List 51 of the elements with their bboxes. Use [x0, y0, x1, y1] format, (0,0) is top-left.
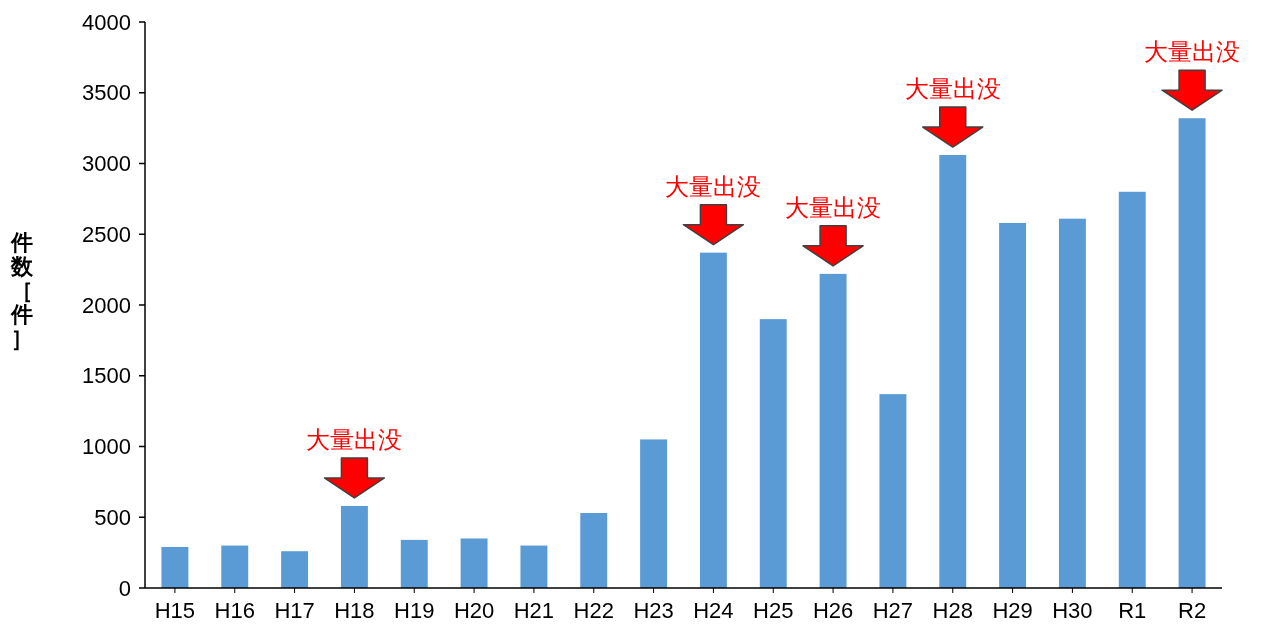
y-tick-label: 3000 [82, 151, 131, 177]
x-tick-label: H25 [753, 598, 794, 623]
x-tick-label: H20 [453, 598, 495, 623]
bar [580, 513, 608, 588]
y-tick-label: 3500 [82, 80, 131, 106]
x-tick-label: H19 [394, 598, 435, 623]
bar [281, 551, 309, 588]
x-tick-label: H26 [812, 598, 854, 623]
y-tick-label: 2000 [82, 292, 131, 318]
bar [161, 546, 189, 588]
x-tick-label: H17 [274, 598, 315, 623]
bar [819, 273, 847, 588]
bar [400, 539, 428, 588]
x-tick-label: H24 [693, 598, 734, 623]
annotation: 大量出没 [785, 193, 882, 221]
x-tick-label: H21 [513, 598, 555, 623]
y-tick-label: 1500 [82, 363, 131, 389]
y-tick-label: 500 [94, 504, 131, 530]
bar [1178, 118, 1206, 588]
bar [939, 155, 967, 588]
x-tick-label: H27 [872, 598, 914, 623]
x-tick-label: R2 [1178, 598, 1207, 623]
y-axis-title: 件数［件］ [10, 230, 34, 351]
x-tick-label: H30 [1052, 598, 1093, 623]
y-tick-label: 1000 [82, 434, 131, 460]
x-tick-label: H15 [154, 598, 196, 623]
x-tick-label: H29 [992, 598, 1033, 623]
annotation: 大量出没 [904, 75, 1001, 103]
bar [460, 538, 488, 588]
y-tick-label: 0 [118, 575, 131, 601]
annotation: 大量出没 [1144, 38, 1241, 66]
x-tick-label: H18 [334, 598, 375, 623]
bar [520, 545, 548, 588]
bar [1058, 218, 1086, 588]
x-tick-label: R1 [1118, 598, 1147, 623]
x-tick-label: H23 [633, 598, 674, 623]
x-tick-label: H16 [214, 598, 255, 623]
y-tick-label: 2500 [82, 221, 131, 247]
bar [879, 394, 907, 588]
bar [759, 319, 787, 588]
y-tick-label: 4000 [82, 9, 131, 35]
annotation: 大量出没 [665, 172, 762, 200]
bar [1118, 191, 1146, 588]
x-tick-label: H28 [932, 598, 973, 623]
bar [999, 222, 1027, 588]
bar [699, 252, 727, 588]
bar [640, 439, 668, 588]
x-tick-label: H22 [573, 598, 614, 623]
annotation: 大量出没 [306, 425, 403, 453]
bar [340, 505, 368, 588]
bar [221, 545, 249, 588]
